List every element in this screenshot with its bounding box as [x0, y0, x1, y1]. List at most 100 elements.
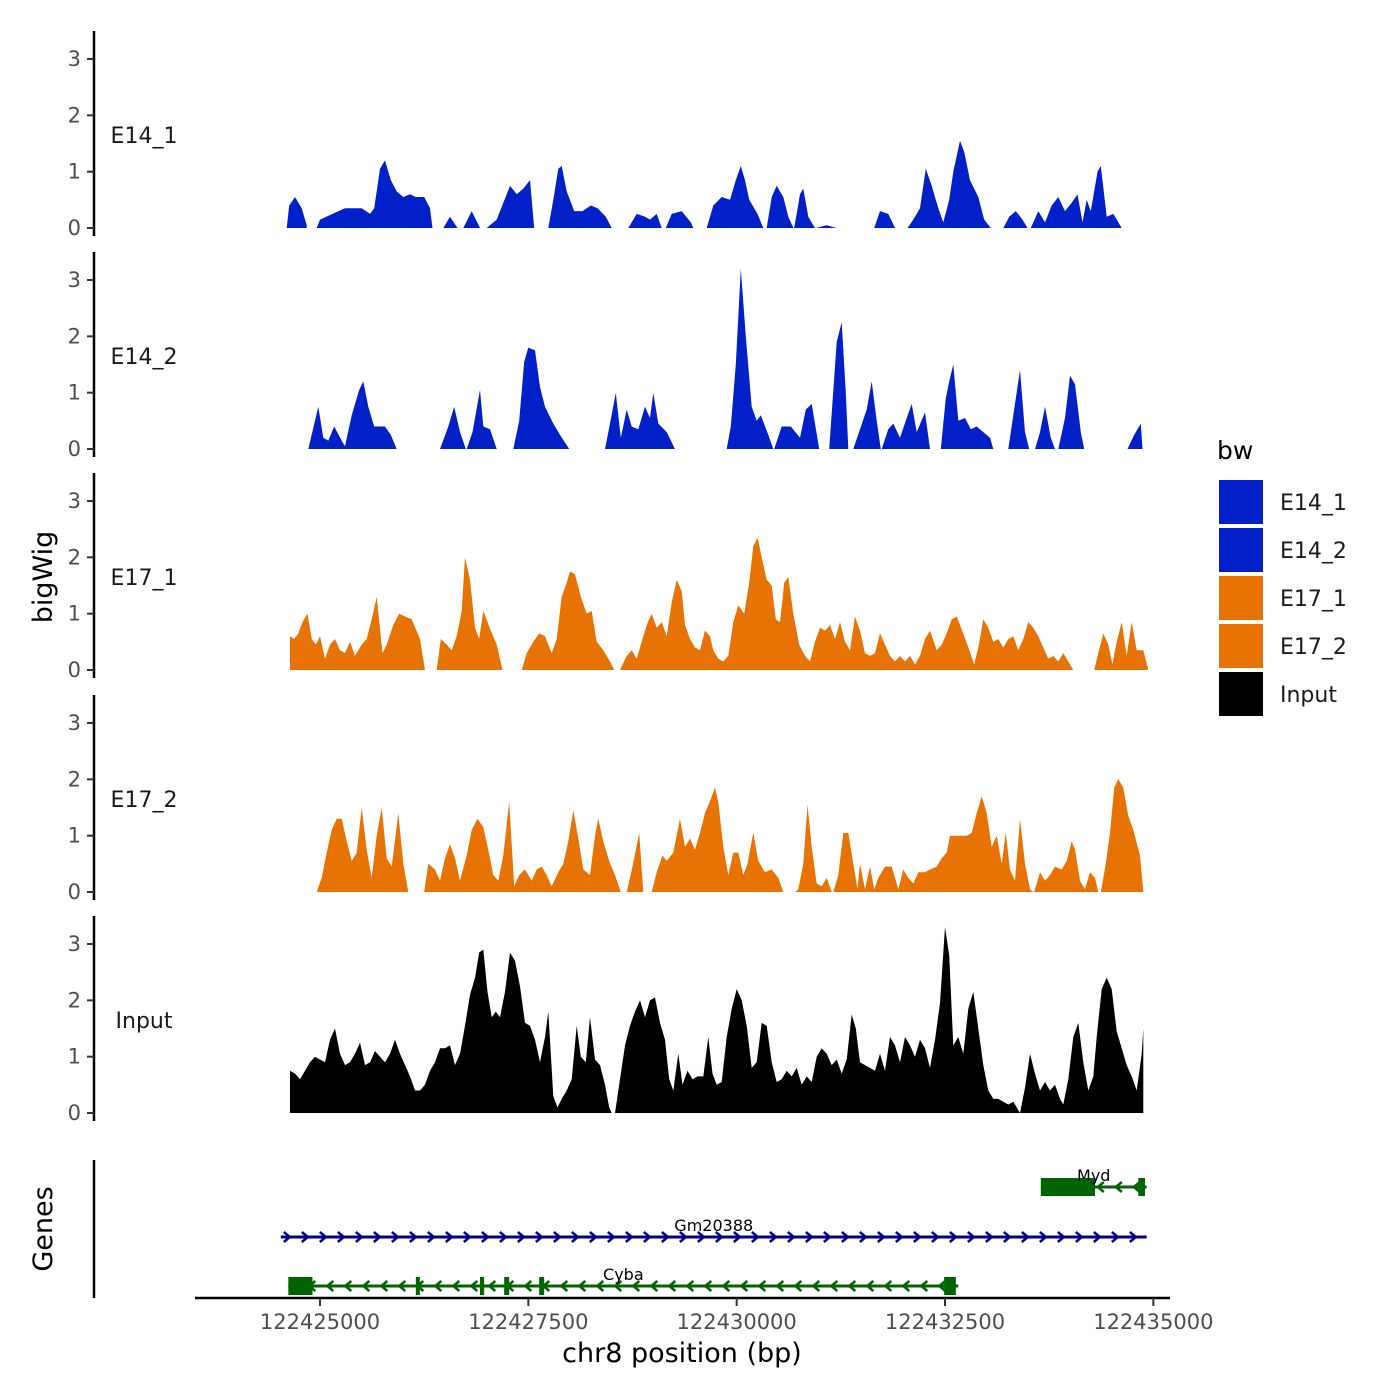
coverage-area-E14_1 [628, 213, 662, 228]
coverage-area-E14_1 [874, 211, 895, 228]
y-tick-label: 3 [68, 932, 81, 956]
strand-arrow [1075, 1231, 1084, 1243]
strand-arrow [613, 1280, 623, 1292]
gene-Cyba: Cyba [288, 1265, 959, 1295]
coverage-tracks: 0 1 2 3 E14_1 0 1 2 3 E14_2 0 1 2 3 E17_1 0 1 2 3 E17_2 0 1 2 3… [68, 31, 1149, 1125]
strand-arrow [1021, 1231, 1030, 1243]
y-tick-label: 2 [68, 324, 81, 348]
strand-arrow [865, 1280, 875, 1292]
y-axis-title: bigWig [28, 531, 59, 624]
strand-arrow [967, 1231, 976, 1243]
legend-swatch [1219, 624, 1263, 668]
strand-arrow [553, 1231, 562, 1243]
strand-arrow [913, 1231, 922, 1243]
track-label-E17_2: E17_2 [111, 788, 178, 813]
y-tick-label: 0 [68, 216, 81, 240]
coverage-area-E14_2 [466, 389, 497, 449]
strand-arrow [787, 1231, 796, 1243]
strand-arrow [829, 1280, 839, 1292]
x-axis-title: chr8 position (bp) [562, 1338, 802, 1369]
legend-label: E17_2 [1280, 635, 1347, 660]
y-tick-label: 3 [68, 489, 81, 513]
coverage-area-E14_2 [881, 403, 930, 449]
exon [415, 1277, 420, 1295]
coverage-area-E14_1 [443, 216, 458, 228]
strand-arrow [1093, 1231, 1102, 1243]
y-tick-label: 1 [68, 602, 81, 626]
track-E14_2: 0 1 2 3 E14_2 [68, 252, 1143, 461]
y-tick-label: 3 [68, 47, 81, 71]
coverage-area-E14_2 [774, 403, 820, 449]
coverage-area-E14_1 [463, 211, 480, 228]
strand-arrow [859, 1231, 868, 1243]
y-tick-label: 0 [68, 1101, 81, 1125]
strand-arrow [319, 1231, 328, 1243]
strand-arrow [481, 1231, 490, 1243]
strand-arrow [1039, 1231, 1048, 1243]
strand-arrow [397, 1280, 407, 1292]
exon [288, 1277, 313, 1295]
track-label-E14_2: E14_2 [111, 345, 178, 370]
strand-arrow [649, 1280, 659, 1292]
coverage-area-E17_1 [521, 571, 615, 670]
gene-name-label: Gm20388 [674, 1216, 753, 1235]
coverage-area-E14_2 [605, 392, 675, 449]
strand-arrow [445, 1231, 454, 1243]
exon [944, 1277, 956, 1295]
coverage-area-E14_1 [548, 166, 612, 228]
coverage-area-E14_1 [907, 140, 991, 228]
track-E17_1: 0 1 2 3 E17_1 [68, 473, 1149, 682]
strand-arrow [517, 1231, 526, 1243]
strand-arrow [721, 1280, 731, 1292]
coverage-area-E14_2 [940, 364, 994, 449]
strand-arrow [931, 1231, 940, 1243]
strand-arrow [1095, 1181, 1105, 1193]
strand-arrow [595, 1280, 605, 1292]
strand-arrow [847, 1280, 857, 1292]
gene-annotation-track: Myd Gm20388 Cyba [92, 1160, 1147, 1298]
y-tick-label: 3 [68, 268, 81, 292]
x-tick-label: 122435000 [1093, 1310, 1213, 1334]
strand-arrow [937, 1280, 947, 1292]
coverage-area-E14_1 [665, 211, 694, 228]
y-tick-label: 2 [68, 545, 81, 569]
strand-arrow [373, 1231, 382, 1243]
coverage-area-E17_1 [290, 596, 425, 670]
y-tick-label: 0 [68, 658, 81, 682]
strand-arrow [739, 1280, 749, 1292]
coverage-area-Input [290, 949, 612, 1113]
strand-arrow [805, 1231, 814, 1243]
strand-arrow [679, 1231, 688, 1243]
strand-arrow [355, 1231, 364, 1243]
strand-arrow [667, 1280, 677, 1292]
y-tick-label: 1 [68, 160, 81, 184]
strand-arrow [661, 1231, 670, 1243]
legend-label: E17_1 [1280, 587, 1347, 612]
strand-arrow [1057, 1231, 1066, 1243]
x-tick-label: 122430000 [677, 1310, 797, 1334]
coverage-area-E14_2 [440, 406, 466, 449]
strand-arrow [823, 1231, 832, 1243]
strand-arrow [343, 1280, 353, 1292]
exon [480, 1277, 485, 1295]
legend-item-E14_2: E14_2 [1219, 528, 1347, 572]
y-tick-label: 3 [68, 711, 81, 735]
coverage-area-E14_1 [1003, 211, 1028, 228]
strand-arrow [769, 1231, 778, 1243]
legend-swatch [1219, 480, 1263, 524]
strand-arrow [499, 1231, 508, 1243]
strand-arrow [793, 1280, 803, 1292]
strand-arrow [427, 1231, 436, 1243]
legend-item-E17_2: E17_2 [1219, 624, 1347, 668]
track-label-Input: Input [116, 1009, 173, 1034]
coverage-area-E17_2 [316, 807, 409, 892]
coverage-area-E14_2 [513, 347, 570, 449]
coverage-area-E17_2 [651, 787, 784, 892]
strand-arrow [757, 1280, 767, 1292]
legend-swatch [1219, 528, 1263, 572]
track-E17_2: 0 1 2 3 E17_2 [68, 695, 1144, 904]
coverage-area-E17_1 [436, 557, 503, 670]
strand-arrow [733, 1231, 742, 1243]
coverage-area-E14_2 [1008, 370, 1030, 449]
